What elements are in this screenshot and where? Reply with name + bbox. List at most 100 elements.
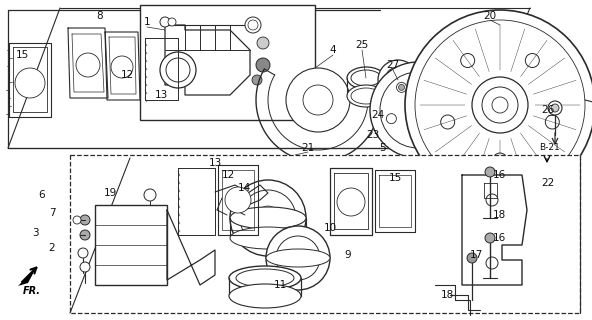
Circle shape [378,60,418,100]
Text: 14: 14 [237,183,250,193]
Text: 15: 15 [15,50,28,60]
Polygon shape [18,268,36,286]
Circle shape [257,37,269,49]
Circle shape [76,53,100,77]
Circle shape [15,68,45,98]
Circle shape [387,114,397,124]
Text: 5: 5 [379,143,387,153]
Bar [70,155,580,313]
Circle shape [111,56,133,78]
Circle shape [303,85,333,115]
Text: 1: 1 [144,17,150,27]
Text: 12: 12 [221,170,234,180]
Text: B-21: B-21 [539,143,559,153]
Circle shape [78,248,88,258]
Circle shape [252,75,262,85]
Text: 21: 21 [301,143,314,153]
Text: 7: 7 [49,208,55,218]
Text: 16: 16 [493,170,506,180]
Circle shape [461,53,475,68]
Ellipse shape [229,284,301,308]
Ellipse shape [229,266,301,290]
Circle shape [492,97,508,113]
Circle shape [168,18,176,26]
Circle shape [370,62,466,158]
Circle shape [412,104,424,116]
Circle shape [80,262,90,272]
Text: 18: 18 [440,290,453,300]
Circle shape [485,233,495,243]
Circle shape [248,20,258,30]
Ellipse shape [230,227,306,249]
Circle shape [486,194,498,206]
Circle shape [442,116,448,122]
Circle shape [392,74,404,86]
Ellipse shape [230,207,306,229]
Text: 13: 13 [155,90,168,100]
Circle shape [160,52,196,88]
Text: 27: 27 [387,60,400,70]
Circle shape [166,58,190,82]
Bar [95,205,167,285]
Circle shape [276,236,320,280]
Circle shape [256,58,270,72]
Text: 9: 9 [345,250,351,260]
Text: 12: 12 [120,70,134,80]
Text: 25: 25 [355,40,369,50]
Circle shape [415,135,421,141]
Circle shape [525,53,539,68]
Circle shape [413,133,423,143]
Ellipse shape [347,85,385,107]
Text: 6: 6 [38,190,46,200]
Circle shape [256,206,280,230]
Text: 22: 22 [541,178,555,188]
Circle shape [419,158,427,166]
Circle shape [160,17,170,27]
Circle shape [472,77,528,133]
Text: 17: 17 [469,250,482,260]
Text: 20: 20 [484,11,497,21]
Circle shape [467,253,477,263]
Text: 26: 26 [541,105,555,115]
Text: 3: 3 [32,228,38,238]
Text: FR.: FR. [23,286,41,296]
Text: 13: 13 [208,158,221,168]
Bar [140,5,315,120]
Text: 18: 18 [493,210,506,220]
Circle shape [80,215,90,225]
Circle shape [440,114,450,124]
Text: 10: 10 [323,223,337,233]
Circle shape [485,167,495,177]
Text: 8: 8 [96,11,104,21]
Text: 19: 19 [104,188,117,198]
Circle shape [545,115,559,129]
Circle shape [230,180,306,256]
Circle shape [429,82,439,92]
Circle shape [405,10,592,200]
Circle shape [406,98,430,122]
Ellipse shape [347,67,385,89]
Circle shape [144,189,156,201]
Circle shape [440,115,455,129]
Circle shape [398,84,404,90]
Circle shape [482,87,518,123]
Circle shape [73,216,81,224]
Circle shape [245,17,261,33]
Circle shape [397,82,407,92]
Circle shape [551,104,559,112]
Ellipse shape [351,88,381,104]
Circle shape [337,188,365,216]
Circle shape [415,20,585,190]
Circle shape [493,153,507,167]
Text: 15: 15 [388,173,401,183]
Text: 16: 16 [493,233,506,243]
Ellipse shape [266,249,330,267]
Circle shape [225,187,251,213]
Text: 2: 2 [49,243,55,253]
Circle shape [486,257,498,269]
Circle shape [80,230,90,240]
Text: 23: 23 [366,130,379,140]
Ellipse shape [236,269,294,287]
Circle shape [405,157,415,167]
Ellipse shape [351,70,381,86]
